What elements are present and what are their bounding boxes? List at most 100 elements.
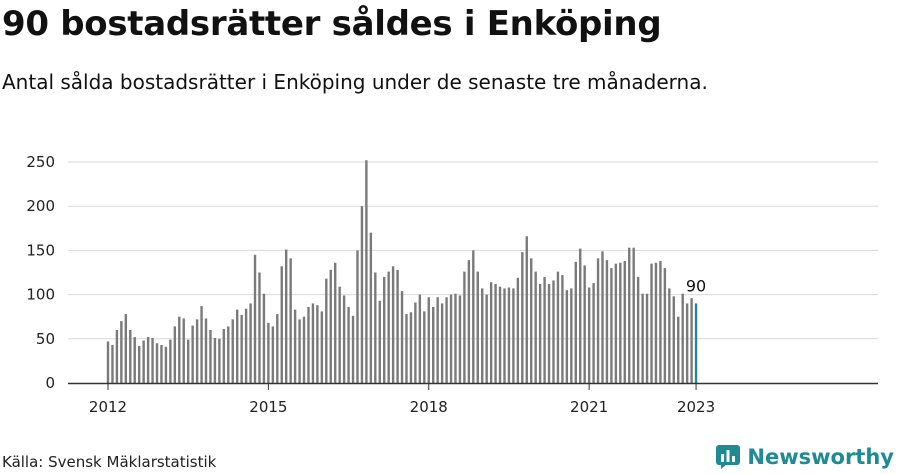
bar — [169, 339, 172, 383]
bar — [204, 318, 208, 383]
bar — [200, 306, 203, 383]
bar — [271, 326, 275, 383]
bar — [414, 302, 417, 383]
bar — [253, 254, 257, 383]
bar — [173, 326, 177, 383]
bar — [347, 306, 350, 383]
bar — [351, 315, 355, 383]
bar — [418, 294, 422, 383]
bar — [579, 248, 582, 383]
bar — [378, 300, 381, 383]
bar — [534, 271, 537, 383]
bar — [481, 288, 484, 383]
bar — [628, 247, 631, 383]
bar — [552, 280, 555, 383]
bar — [111, 344, 114, 383]
bar — [592, 283, 595, 383]
bar — [583, 265, 586, 383]
y-tick-label: 100 — [26, 286, 55, 304]
x-tick-label: 2021 — [570, 398, 608, 416]
bar — [307, 306, 310, 383]
y-axis: 0 50 100 150 200 250 — [26, 153, 55, 392]
bar — [360, 206, 364, 383]
bar — [507, 287, 511, 383]
bar — [427, 297, 430, 383]
bar — [423, 311, 426, 383]
bar — [672, 296, 675, 383]
bar — [258, 272, 261, 383]
bar — [325, 278, 328, 383]
bar — [316, 305, 319, 383]
bar — [160, 344, 163, 383]
bar — [146, 337, 150, 383]
bar — [383, 276, 386, 383]
bar — [115, 329, 119, 383]
y-tick-label: 200 — [26, 197, 55, 215]
y-tick-label: 250 — [26, 153, 55, 171]
bar — [663, 268, 667, 383]
bar — [543, 276, 546, 383]
y-tick-label: 150 — [26, 241, 55, 259]
bar — [556, 271, 560, 383]
bar — [512, 288, 515, 383]
bar — [685, 303, 689, 383]
bar — [449, 294, 453, 383]
bar — [222, 329, 226, 383]
bar — [467, 260, 471, 383]
source-note: Källa: Svensk Mäklarstatistik — [2, 453, 217, 471]
bar — [289, 258, 292, 383]
bar — [129, 329, 132, 383]
brand-logo: Newsworthy — [716, 443, 894, 471]
bar — [641, 293, 644, 383]
x-axis: 2012 2015 2018 2021 2023 — [68, 382, 878, 416]
bar — [334, 262, 337, 383]
bar — [503, 288, 506, 383]
y-tick-label: 50 — [36, 330, 55, 348]
bar — [164, 346, 168, 383]
bar — [690, 298, 693, 383]
bar — [668, 288, 671, 383]
bar — [650, 263, 653, 383]
bar — [191, 325, 194, 383]
bar — [645, 293, 649, 383]
bar — [610, 268, 613, 383]
bar — [623, 261, 626, 383]
bar — [489, 282, 493, 383]
bar — [565, 290, 569, 383]
bar — [498, 286, 502, 383]
bar — [236, 309, 239, 383]
bar — [677, 316, 680, 383]
bar — [436, 297, 439, 383]
bar — [387, 271, 390, 383]
bar — [186, 339, 190, 383]
bar — [311, 303, 315, 383]
data-labels: 90 — [686, 276, 706, 295]
bar — [178, 316, 181, 383]
bar — [396, 269, 399, 383]
bar — [605, 260, 609, 383]
bar — [574, 261, 577, 383]
bar — [632, 247, 635, 383]
bar — [231, 319, 234, 383]
bar — [249, 303, 252, 383]
bar — [472, 250, 475, 383]
bar — [209, 329, 212, 383]
bar-series — [106, 160, 698, 383]
bar — [619, 262, 622, 383]
bar — [369, 232, 373, 383]
bar — [463, 271, 466, 383]
bar — [596, 258, 600, 383]
bar — [106, 341, 110, 383]
bar — [694, 303, 698, 383]
bar — [267, 322, 270, 383]
bar — [681, 293, 684, 383]
bar — [182, 318, 185, 383]
bar — [409, 312, 413, 383]
bar — [445, 297, 448, 383]
bar — [280, 266, 283, 383]
bar — [240, 314, 243, 383]
bar — [516, 277, 520, 383]
bar — [285, 249, 288, 383]
bar — [561, 275, 564, 383]
